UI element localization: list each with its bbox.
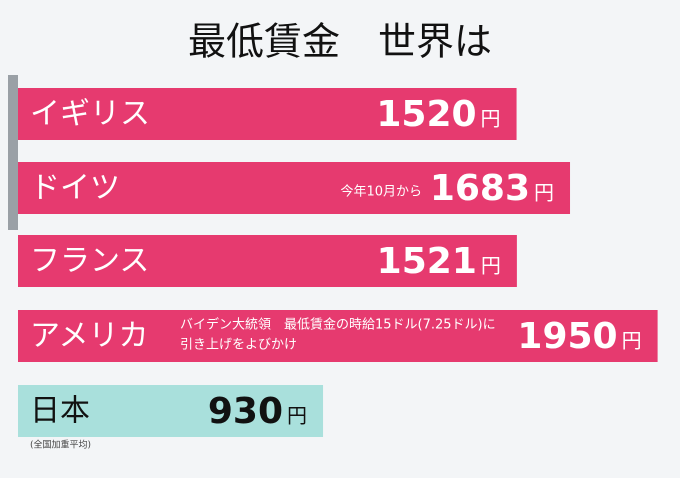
edge-strip	[8, 75, 18, 230]
value-label: 1683	[430, 168, 530, 209]
bar	[18, 310, 658, 362]
note: 引き上げをよびかけ	[180, 338, 297, 353]
note: バイデン大統領 最低賃金の時給15ドル(7.25ドル)に	[180, 317, 496, 333]
note: 今年10月から	[340, 184, 422, 200]
bar	[18, 385, 324, 437]
unit-label: 円	[481, 107, 501, 131]
value-label: 1950	[517, 316, 617, 357]
unit-label: 円	[622, 329, 642, 353]
unit-label: 円	[287, 404, 307, 428]
category-label: 日本	[30, 394, 90, 429]
value-label: 1520	[376, 94, 476, 135]
note: (全国加重平均)	[30, 439, 91, 451]
bar	[18, 235, 517, 287]
value-label: 1521	[377, 241, 477, 282]
category-label: フランス	[30, 244, 149, 279]
bar	[18, 162, 571, 214]
category-label: アメリカ	[30, 319, 149, 354]
chart-title: 最低賃金 世界は	[188, 20, 492, 64]
bar	[18, 88, 517, 140]
value-label: 930	[208, 391, 283, 432]
category-label: ドイツ	[30, 171, 120, 206]
unit-label: 円	[481, 254, 501, 278]
category-label: イギリス	[30, 97, 150, 132]
unit-label: 円	[534, 181, 554, 205]
